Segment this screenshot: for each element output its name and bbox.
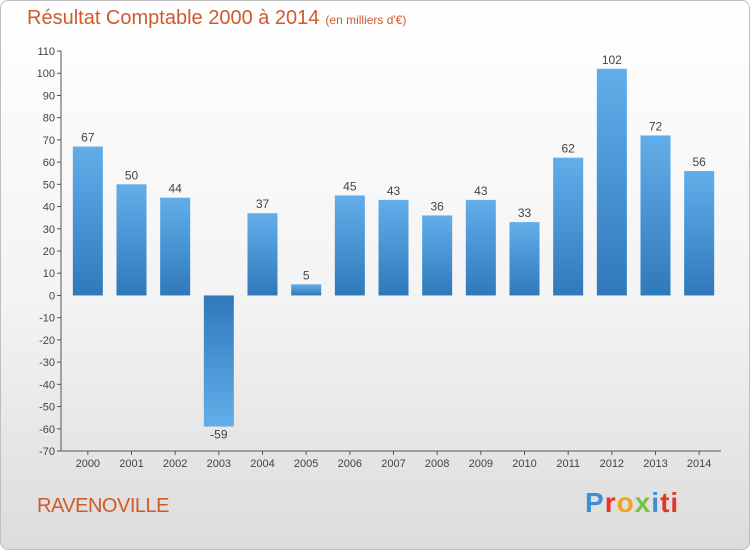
x-tick-label: 2014 <box>687 458 711 470</box>
y-tick-label: -70 <box>39 446 55 458</box>
bar <box>553 157 584 296</box>
x-tick-label: 2010 <box>512 458 536 470</box>
x-tick-label: 2011 <box>556 458 580 470</box>
x-tick-label: 2005 <box>294 458 318 470</box>
x-tick-label: 2012 <box>600 458 624 470</box>
x-axis: 2000 2001 2002 2003 2004 2005 2006 2007 2008 2009… <box>61 450 721 470</box>
y-tick-label: -60 <box>39 424 55 436</box>
y-tick-label: -50 <box>39 402 55 414</box>
bar <box>640 135 671 296</box>
x-tick-label: 2013 <box>643 458 667 470</box>
data-label: 33 <box>518 206 532 220</box>
x-tick-label: 2004 <box>250 458 274 470</box>
y-tick-label: -40 <box>39 379 55 391</box>
y-tick-label: 110 <box>37 46 55 58</box>
data-label: 67 <box>81 131 95 145</box>
data-label: 56 <box>692 155 706 169</box>
bar <box>203 295 234 427</box>
data-label: 45 <box>343 179 357 193</box>
bar <box>291 284 322 296</box>
x-tick-label: 2008 <box>425 458 449 470</box>
data-label: 50 <box>125 168 139 182</box>
y-tick-label: 0 <box>49 290 55 302</box>
data-label: 5 <box>303 268 310 282</box>
y-tick-label: 40 <box>43 202 55 214</box>
bar <box>116 184 147 296</box>
y-tick-label: 80 <box>43 113 55 125</box>
y-tick-label: 10 <box>43 268 55 280</box>
bar <box>509 222 540 296</box>
data-label: 37 <box>256 197 270 211</box>
data-label: 62 <box>561 142 575 156</box>
x-tick-label: 2009 <box>469 458 493 470</box>
bar <box>378 199 409 296</box>
y-tick-label: 60 <box>43 157 55 169</box>
data-label: 102 <box>602 53 622 67</box>
bar <box>160 197 191 296</box>
data-label: 36 <box>430 199 444 213</box>
bar <box>247 213 278 296</box>
bar <box>422 215 453 296</box>
bar <box>596 68 627 296</box>
data-label: -59 <box>210 428 228 442</box>
bar <box>684 171 715 296</box>
y-tick-label: 20 <box>43 246 55 258</box>
chart-subtitle: (en milliers d'€) <box>325 13 407 27</box>
y-tick-label: 90 <box>43 90 55 102</box>
bar <box>72 146 103 296</box>
y-tick-label: 30 <box>43 224 55 236</box>
y-tick-label: -20 <box>39 335 55 347</box>
y-tick-label: -30 <box>39 357 55 369</box>
y-tick-label: 70 <box>43 135 55 147</box>
chart-title: Résultat Comptable 2000 à 2014 (en millie… <box>27 7 406 30</box>
y-axis: 1101009080706050403020100-10-20-30-40-50… <box>37 46 62 458</box>
x-tick-label: 2002 <box>163 458 187 470</box>
x-tick-label: 2007 <box>381 458 405 470</box>
bar <box>334 195 365 296</box>
x-tick-label: 2006 <box>338 458 362 470</box>
data-label: 43 <box>387 184 401 198</box>
x-tick-label: 2003 <box>207 458 231 470</box>
commune-name: RAVENOVILLE <box>37 495 169 517</box>
y-tick-label: 100 <box>37 68 55 80</box>
x-tick-label: 2000 <box>76 458 100 470</box>
proxiti-logo: Proxiti <box>585 487 680 518</box>
data-label: 44 <box>168 182 182 196</box>
bars <box>72 68 715 427</box>
data-label: 43 <box>474 184 488 198</box>
data-labels: 67 50 44 -59 37 5 45 43 36 43 33 62 102 72 56 <box>81 53 706 442</box>
x-tick-label: 2001 <box>119 458 143 470</box>
bar <box>465 199 496 296</box>
data-label: 72 <box>649 119 663 133</box>
y-tick-label: 50 <box>43 179 55 191</box>
chart-title-text: Résultat Comptable 2000 à 2014 <box>27 7 320 29</box>
y-tick-label: -10 <box>39 313 55 325</box>
